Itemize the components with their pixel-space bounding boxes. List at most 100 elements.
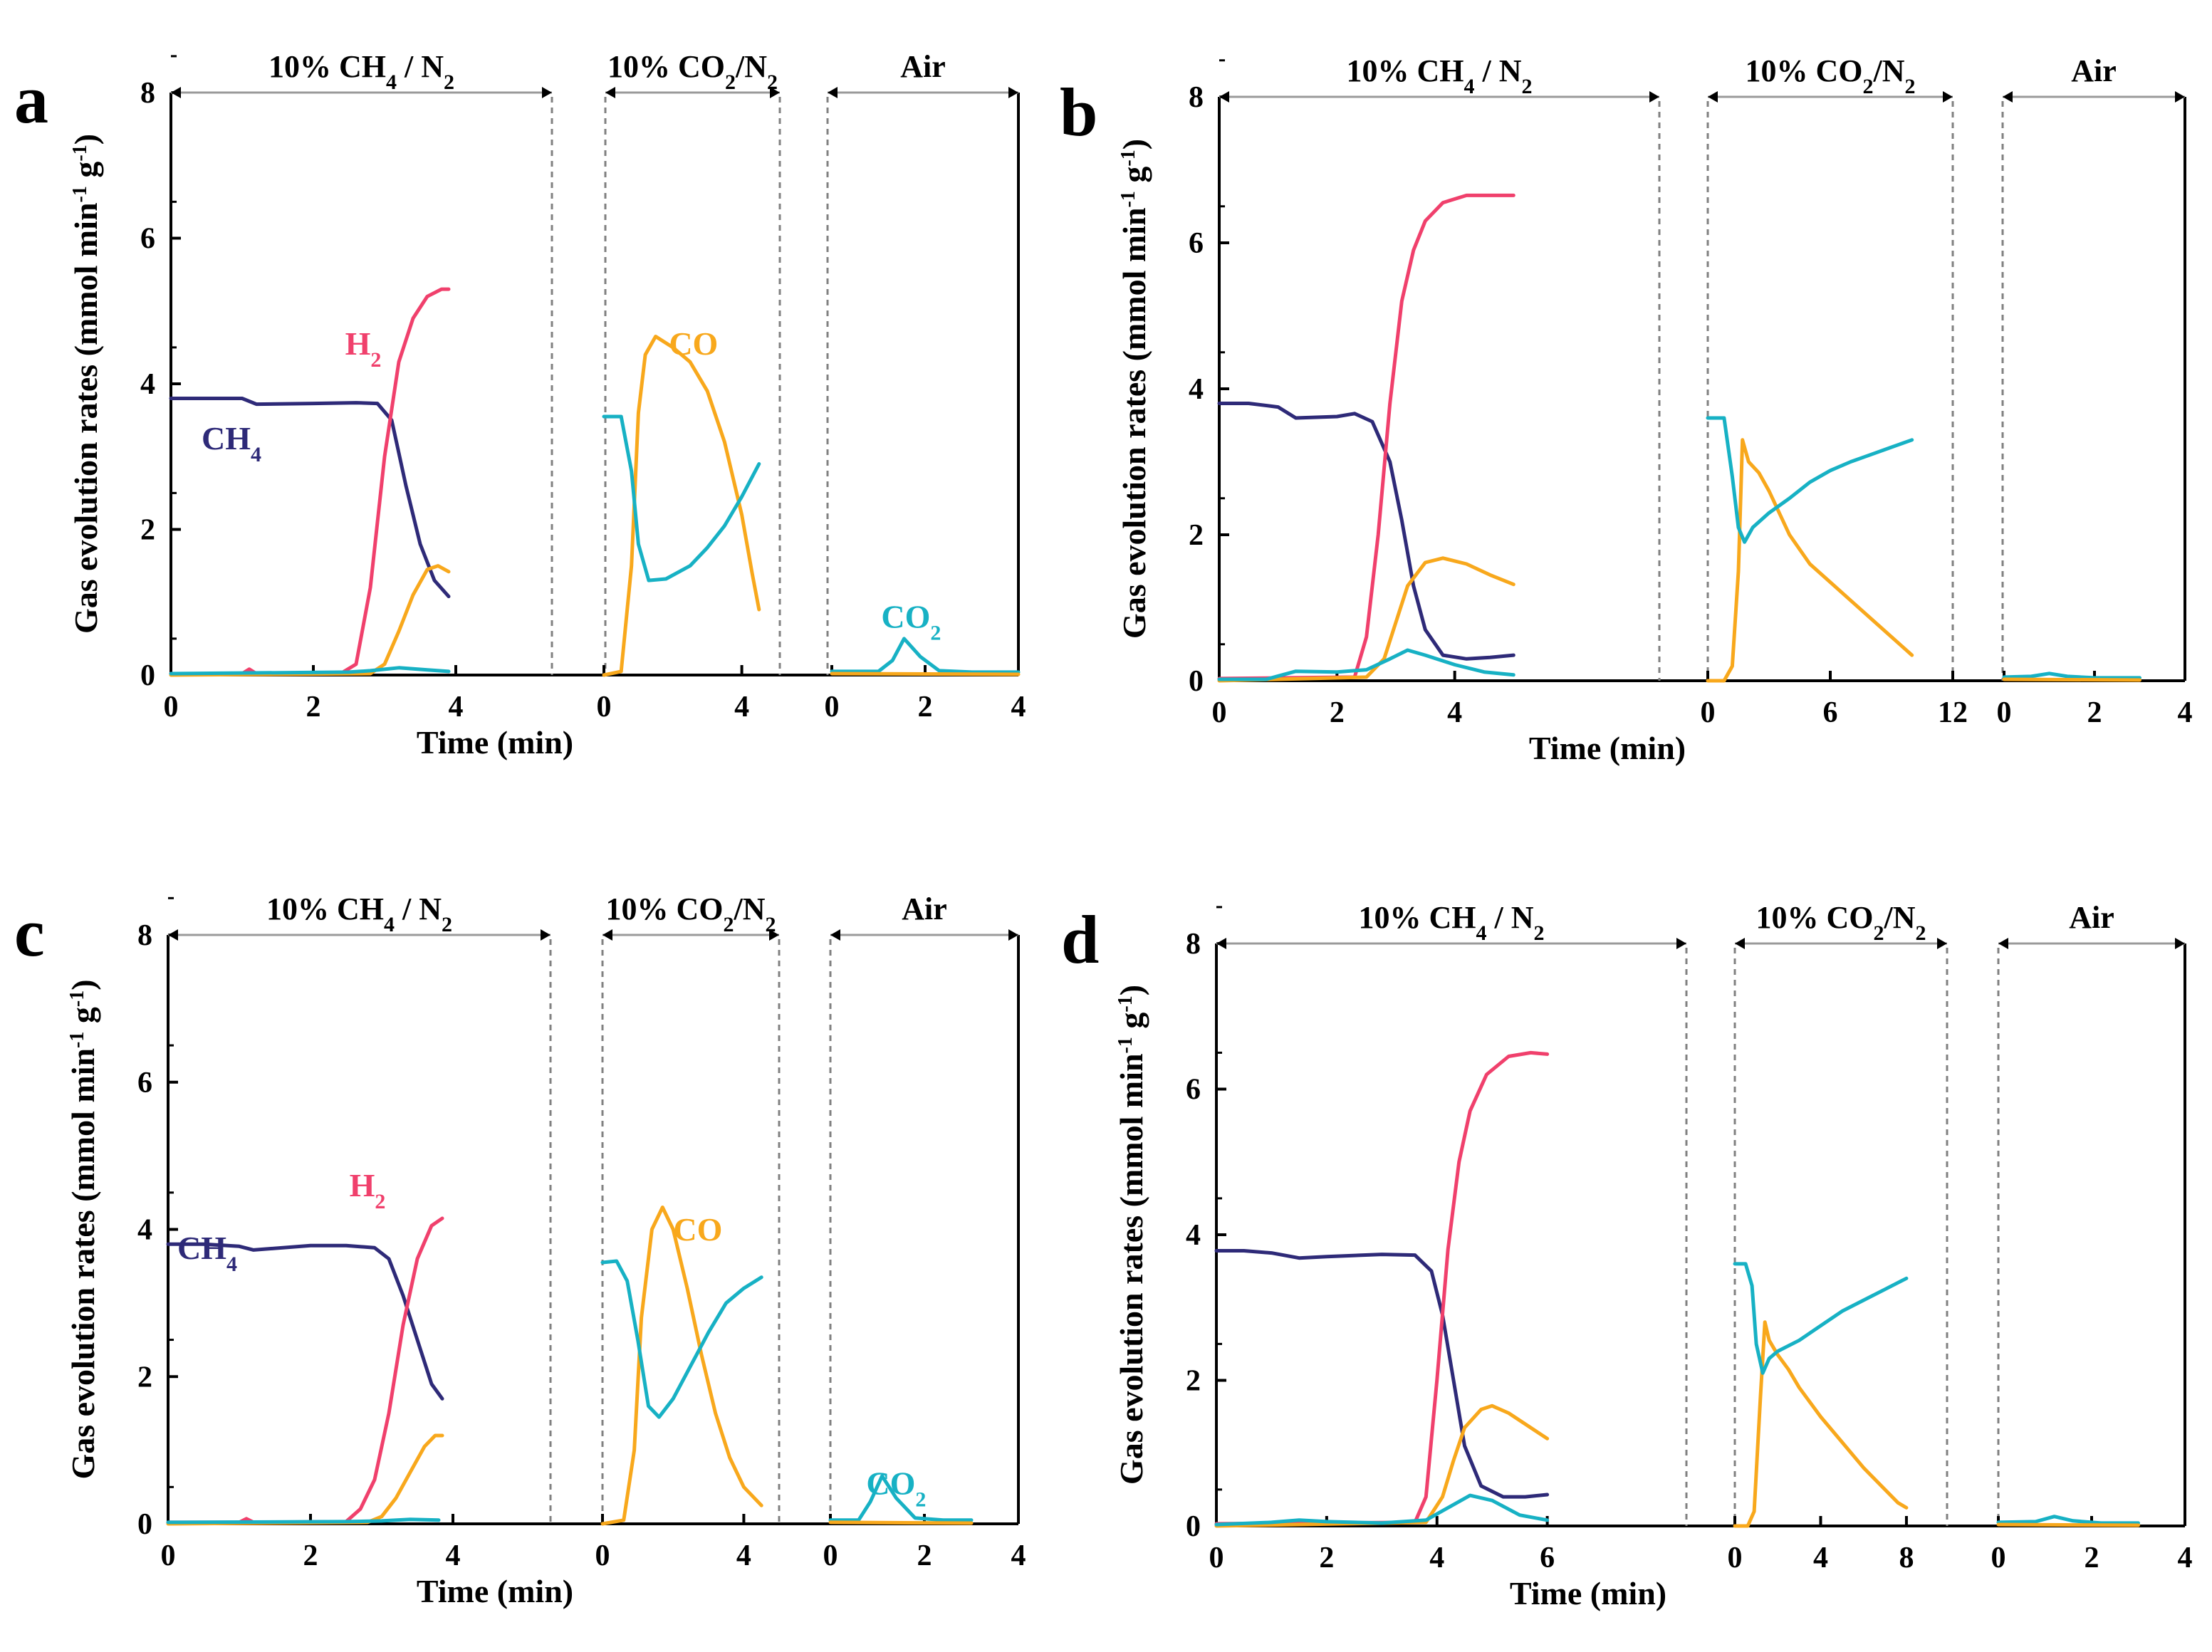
x-tick-label: 0 — [597, 691, 612, 723]
x-tick-label: 2 — [1330, 696, 1345, 729]
x-axis-label: Time (min) — [417, 724, 573, 760]
panel-label: c — [14, 894, 45, 971]
x-tick-label: 12 — [1938, 696, 1968, 729]
series-label-co: CO — [669, 325, 718, 362]
panel-label: d — [1061, 901, 1099, 978]
x-tick-label: 4 — [1447, 696, 1462, 729]
y-tick-label: 4 — [137, 1214, 152, 1247]
y-tick-label: 2 — [1186, 1365, 1201, 1398]
segment-header: 10% CO2/N2 — [1746, 53, 1916, 98]
series-line-co2 — [1996, 1515, 2140, 1525]
series-line-co — [1706, 438, 1914, 683]
series-line-co — [1217, 556, 1515, 683]
x-tick-label: 0 — [823, 1539, 838, 1572]
segment-header: Air — [2069, 900, 2114, 935]
series-line-co2 — [166, 1517, 441, 1525]
segment-header: 10% CO2/N2 — [606, 892, 776, 936]
y-tick-label: 6 — [1186, 1074, 1201, 1107]
x-tick-label: 4 — [2178, 696, 2193, 729]
series-label-co2: CO2 — [866, 1465, 926, 1512]
x-tick-label: 0 — [161, 1539, 176, 1572]
series-line-co2 — [1214, 1493, 1550, 1527]
x-tick-label: 4 — [736, 1539, 751, 1572]
y-tick-label: 8 — [1189, 81, 1204, 114]
series-line-co2 — [1217, 648, 1515, 681]
series-line-h2 — [166, 1216, 444, 1525]
series-line-ch4 — [1214, 1249, 1550, 1499]
series-line-ch4 — [166, 1242, 444, 1401]
y-tick-label: 6 — [137, 1067, 152, 1099]
series-line-co2 — [2002, 671, 2141, 680]
x-tick-label: 4 — [446, 1539, 461, 1572]
segment-header: Air — [900, 49, 946, 84]
x-tick-label: 4 — [449, 691, 464, 723]
series-label-ch4: CH4 — [202, 420, 261, 466]
y-tick-label: 6 — [1189, 227, 1204, 260]
series-line-h2 — [1217, 193, 1515, 681]
y-tick-label: 4 — [140, 368, 155, 401]
series-line-co2 — [830, 637, 1021, 674]
segment-header: 10% CH4 / N2 — [268, 49, 454, 94]
series-line-co — [169, 564, 451, 677]
segment-header: 10% CH4 / N2 — [266, 892, 452, 936]
y-tick-label: 0 — [1189, 665, 1204, 698]
y-tick-label: 0 — [137, 1508, 152, 1541]
x-tick-label: 2 — [303, 1539, 318, 1572]
y-tick-label: 2 — [137, 1361, 152, 1394]
x-tick-label: 2 — [306, 691, 321, 723]
y-tick-label: 0 — [140, 659, 155, 692]
series-line-h2 — [169, 287, 451, 676]
series-line-co — [1214, 1403, 1550, 1528]
panel-d: d 0 2 4 6 8 Gas evolution rates (mmol min-1 g-… — [1061, 900, 2193, 1611]
panel-label: b — [1060, 74, 1097, 150]
y-axis-label: Gas evolution rates (mmol min-1 g-1) — [1113, 985, 1149, 1485]
y-axis-label: Gas evolution rates (mmol min-1 g-1) — [1116, 139, 1152, 639]
segment-header: 10% CO2/N2 — [607, 49, 778, 94]
panel-b: b 0 2 4 6 8 Gas evolution rates (mmol min-1 g-… — [1060, 53, 2193, 766]
x-tick-label: 4 — [1429, 1542, 1444, 1574]
x-tick-label: 0 — [1212, 696, 1227, 729]
series-line-co — [828, 1520, 974, 1525]
y-axis-label: Gas evolution rates (mmol min-1 g-1) — [65, 979, 101, 1479]
x-tick-label: 2 — [2085, 1542, 2099, 1574]
series-label-h2: H2 — [345, 325, 382, 371]
x-tick-label: 0 — [1209, 1542, 1224, 1574]
x-tick-label: 4 — [1011, 1539, 1026, 1572]
y-tick-label: 4 — [1186, 1219, 1201, 1252]
x-tick-label: 0 — [1728, 1542, 1743, 1574]
y-tick-label: 8 — [140, 77, 155, 110]
series-label-h2: H2 — [350, 1167, 386, 1213]
panel-c: c 0 2 4 6 8 Gas evolution rates (mmol min-1 g-… — [14, 892, 1026, 1609]
x-tick-label: 0 — [1991, 1542, 2006, 1574]
series-line-co — [602, 335, 761, 677]
segment-header: Air — [902, 892, 947, 926]
segment-header: 10% CH4 / N2 — [1347, 53, 1533, 98]
series-line-co — [1733, 1320, 1909, 1528]
segment-header: Air — [2071, 53, 2117, 88]
series-line-co2 — [169, 666, 451, 676]
segment-header: 10% CH4 / N2 — [1359, 900, 1545, 945]
series-line-co — [166, 1433, 444, 1526]
series-line-co2 — [602, 414, 761, 582]
series-line-co2 — [1733, 1262, 1909, 1375]
y-axis-label: Gas evolution rates (mmol min-1 g-1) — [68, 134, 104, 634]
x-tick-label: 2 — [1319, 1542, 1334, 1574]
panel-a: a 0 2 4 6 8 Gas evolution rates (mmol min-1 g-… — [14, 49, 1026, 760]
x-axis-label: Time (min) — [1529, 730, 1686, 766]
y-tick-label: 8 — [1186, 928, 1201, 961]
series-line-co — [2002, 677, 2141, 682]
y-tick-label: 4 — [1189, 373, 1204, 406]
y-tick-label: 6 — [140, 223, 155, 256]
y-tick-label: 8 — [137, 919, 152, 952]
y-tick-label: 2 — [1189, 519, 1204, 552]
x-tick-label: 4 — [1011, 691, 1026, 723]
panel-label: a — [14, 61, 48, 137]
x-tick-label: 0 — [825, 691, 840, 723]
series-label-co2: CO2 — [881, 599, 941, 645]
series-label-co: CO — [673, 1211, 722, 1248]
x-tick-label: 4 — [2178, 1542, 2193, 1574]
x-tick-label: 8 — [1899, 1542, 1914, 1574]
x-tick-label: 6 — [1540, 1542, 1555, 1574]
series-label-ch4: CH4 — [177, 1230, 237, 1276]
